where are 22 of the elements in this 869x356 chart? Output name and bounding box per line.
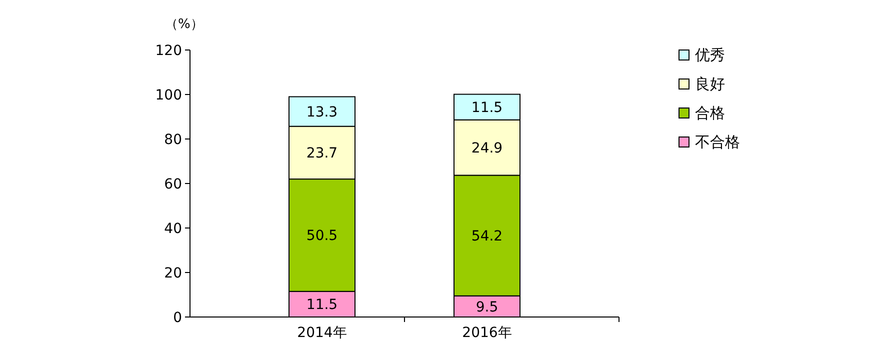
data-label: 54.2 <box>471 228 503 245</box>
data-label: 24.9 <box>471 140 503 157</box>
data-label: 23.7 <box>306 146 338 162</box>
y-tick-label: 0 <box>173 310 182 326</box>
data-label: 13.3 <box>306 104 338 121</box>
x-tick-label: 2016年 <box>462 325 512 341</box>
legend-label: 良好 <box>695 75 725 93</box>
y-axis-title: （%） <box>165 17 204 32</box>
x-tick-label: 2014年 <box>297 325 347 341</box>
y-tick-label: 60 <box>164 176 182 192</box>
y-tick-label: 100 <box>155 88 182 104</box>
legend-label: 合格 <box>695 104 725 122</box>
legend-label: 不合格 <box>695 133 740 151</box>
y-tick-label: 120 <box>155 43 182 59</box>
y-tick-label: 80 <box>164 132 182 148</box>
legend-label: 优秀 <box>695 46 725 64</box>
y-tick-label: 40 <box>164 221 182 237</box>
data-label: 11.5 <box>471 100 503 116</box>
data-label: 9.5 <box>476 299 498 316</box>
data-label: 50.5 <box>306 228 338 244</box>
y-tick-label: 20 <box>164 266 182 282</box>
data-label: 11.5 <box>306 297 338 314</box>
